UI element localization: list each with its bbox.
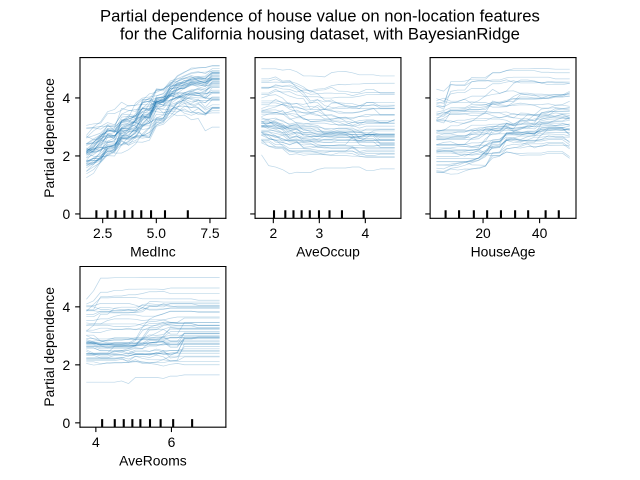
svg-text:MedInc: MedInc bbox=[130, 244, 176, 260]
svg-text:4: 4 bbox=[63, 299, 71, 315]
svg-text:4: 4 bbox=[361, 225, 369, 241]
svg-text:3: 3 bbox=[315, 225, 323, 241]
svg-text:AveRooms: AveRooms bbox=[119, 452, 187, 468]
svg-text:0: 0 bbox=[63, 206, 71, 222]
svg-text:2: 2 bbox=[63, 357, 71, 373]
svg-text:AveOccup: AveOccup bbox=[296, 244, 360, 260]
svg-text:2.5: 2.5 bbox=[93, 225, 113, 241]
svg-text:4: 4 bbox=[92, 434, 100, 450]
svg-text:for the California housing dat: for the California housing dataset, with… bbox=[120, 25, 520, 44]
svg-text:2: 2 bbox=[269, 225, 277, 241]
svg-text:2: 2 bbox=[63, 148, 71, 164]
svg-text:HouseAge: HouseAge bbox=[471, 244, 536, 260]
svg-text:5.0: 5.0 bbox=[147, 225, 167, 241]
svg-text:Partial dependence of house va: Partial dependence of house value on non… bbox=[100, 7, 540, 26]
svg-text:7.5: 7.5 bbox=[200, 225, 220, 241]
svg-text:20: 20 bbox=[475, 225, 491, 241]
svg-text:Partial dependence: Partial dependence bbox=[41, 287, 57, 407]
svg-text:6: 6 bbox=[168, 434, 176, 450]
svg-text:Partial dependence: Partial dependence bbox=[41, 78, 57, 198]
svg-text:0: 0 bbox=[63, 415, 71, 431]
svg-text:4: 4 bbox=[63, 90, 71, 106]
svg-text:40: 40 bbox=[532, 225, 548, 241]
